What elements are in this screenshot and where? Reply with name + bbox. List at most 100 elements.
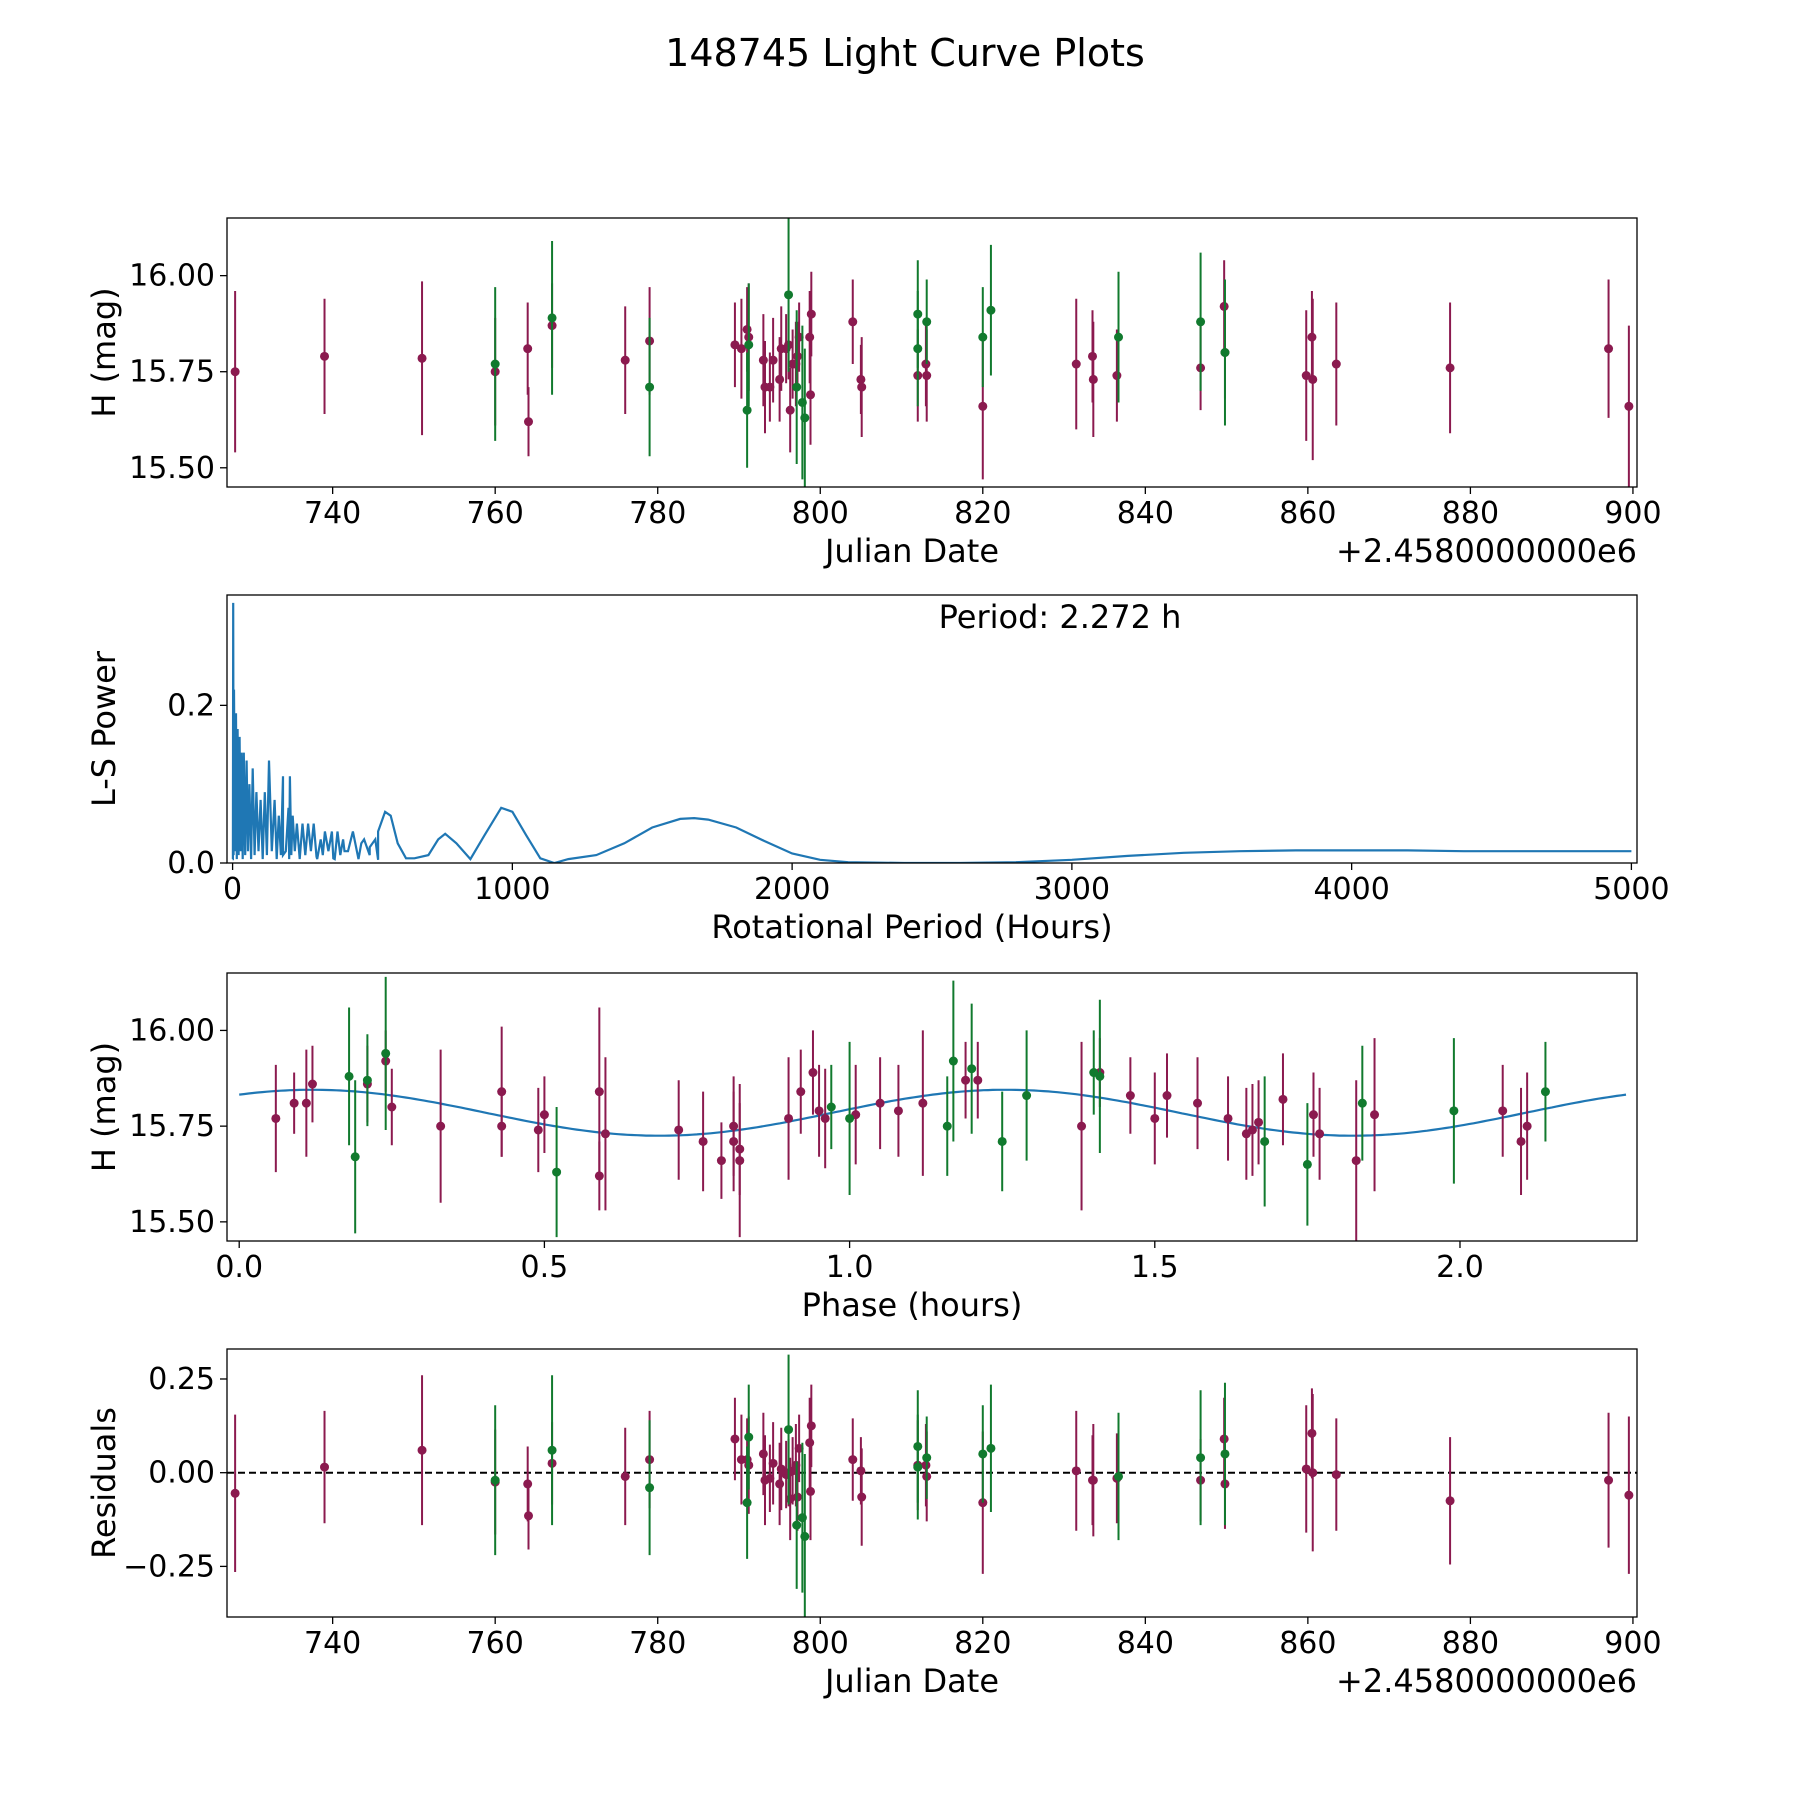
x-tick-label: 760 bbox=[467, 496, 524, 531]
x-tick-label: 0 bbox=[223, 872, 242, 907]
magenta-data-point bbox=[806, 1421, 816, 1431]
x-tick-label: 840 bbox=[1117, 1626, 1174, 1661]
green-data-point bbox=[350, 1152, 360, 1162]
periodogram-line bbox=[231, 602, 1632, 863]
magenta-data-point bbox=[1301, 371, 1311, 381]
magenta-data-point bbox=[1604, 1475, 1614, 1485]
green-data-point bbox=[362, 1075, 372, 1085]
green-data-point bbox=[1095, 1071, 1105, 1081]
magenta-data-point bbox=[716, 1156, 726, 1166]
x-tick-label: 5000 bbox=[1593, 872, 1669, 907]
magenta-data-point bbox=[765, 382, 775, 392]
x-axis-label: Phase (hours) bbox=[802, 1286, 1023, 1324]
magenta-data-point bbox=[230, 1488, 240, 1498]
green-data-point bbox=[1449, 1106, 1459, 1116]
magenta-data-point bbox=[1516, 1136, 1526, 1146]
x-tick-label: 800 bbox=[792, 496, 849, 531]
magenta-data-point bbox=[806, 309, 816, 319]
panel-phased: 0.0 0.5 1.0 1.5 2.0 15.50 15.75 16.00 Phase (hou… bbox=[85, 972, 1638, 1324]
magenta-data-point bbox=[533, 1125, 543, 1135]
magenta-data-point bbox=[730, 340, 740, 350]
magenta-data-point bbox=[820, 1113, 830, 1123]
magenta-data-point bbox=[1351, 1156, 1361, 1166]
green-data-point bbox=[1220, 348, 1230, 357]
y-tick-label: 0.00 bbox=[148, 1456, 215, 1491]
magenta-data-point bbox=[301, 1098, 311, 1108]
magenta-data-point bbox=[271, 1113, 281, 1123]
figure-title: 148745 Light Curve Plots bbox=[665, 31, 1145, 75]
magenta-data-point bbox=[289, 1098, 299, 1108]
x-tick-label: 800 bbox=[792, 1626, 849, 1661]
magenta-data-point bbox=[698, 1136, 708, 1146]
green-data-point bbox=[967, 1064, 977, 1074]
green-data-point bbox=[645, 1483, 655, 1493]
magenta-data-point bbox=[805, 332, 815, 342]
x-tick-label: 900 bbox=[1604, 1626, 1661, 1661]
axes-frame bbox=[226, 594, 1638, 864]
green-data-point bbox=[997, 1136, 1007, 1146]
magenta-data-point bbox=[736, 344, 746, 354]
magenta-data-point bbox=[730, 1434, 740, 1444]
green-data-point bbox=[845, 1113, 855, 1123]
green-data-point bbox=[1260, 1136, 1270, 1146]
plot-area bbox=[227, 1354, 1637, 1617]
magenta-data-point bbox=[1308, 1110, 1318, 1120]
magenta-data-point bbox=[307, 1079, 317, 1089]
green-data-point bbox=[344, 1071, 354, 1081]
green-data-point bbox=[645, 382, 655, 392]
magenta-data-point bbox=[320, 1462, 330, 1472]
y-tick-label: 16.00 bbox=[129, 1013, 215, 1048]
magenta-data-point bbox=[1315, 1129, 1325, 1139]
magenta-data-point bbox=[1088, 1475, 1098, 1485]
green-data-point bbox=[742, 405, 752, 415]
y-tick-label: 0.0 bbox=[167, 846, 215, 881]
x-tick-label: 820 bbox=[954, 1626, 1011, 1661]
y-tick-label: −0.25 bbox=[123, 1549, 215, 1584]
magenta-data-point bbox=[1088, 374, 1098, 384]
magenta-data-point bbox=[1254, 1117, 1264, 1127]
magenta-data-point bbox=[1112, 371, 1122, 381]
magenta-data-point bbox=[620, 355, 630, 365]
y-tick-label: 0.25 bbox=[148, 1362, 215, 1397]
green-data-point bbox=[1114, 332, 1124, 342]
green-data-point bbox=[922, 1453, 932, 1463]
magenta-data-point bbox=[918, 1098, 928, 1108]
green-data-point bbox=[784, 290, 794, 300]
x-tick-label: 740 bbox=[304, 1626, 361, 1661]
magenta-data-point bbox=[1150, 1113, 1160, 1123]
x-axis-label: Julian Date bbox=[823, 532, 999, 570]
magenta-data-point bbox=[1125, 1091, 1135, 1101]
magenta-data-point bbox=[758, 355, 768, 365]
magenta-data-point bbox=[1278, 1094, 1288, 1104]
magenta-data-point bbox=[1445, 363, 1455, 373]
magenta-data-point bbox=[785, 405, 795, 415]
y-axis-label: H (mag) bbox=[85, 287, 123, 417]
x-tick-label: 840 bbox=[1117, 496, 1174, 531]
magenta-data-point bbox=[848, 1455, 858, 1465]
magenta-data-point bbox=[875, 1098, 885, 1108]
magenta-data-point bbox=[320, 351, 330, 361]
magenta-data-point bbox=[230, 367, 240, 377]
magenta-data-point bbox=[620, 1471, 630, 1481]
green-data-point bbox=[1540, 1087, 1550, 1097]
magenta-data-point bbox=[973, 1075, 983, 1085]
magenta-data-point bbox=[674, 1125, 684, 1135]
magenta-data-point bbox=[1624, 401, 1634, 411]
x-tick-label: 860 bbox=[1279, 496, 1336, 531]
green-data-point bbox=[742, 1498, 752, 1508]
green-data-point bbox=[490, 1475, 500, 1485]
y-tick-label: 15.75 bbox=[129, 355, 215, 390]
x-tick-label: 880 bbox=[1442, 1626, 1499, 1661]
green-data-point bbox=[1022, 1091, 1032, 1101]
magenta-data-point bbox=[758, 1449, 768, 1459]
magenta-data-point bbox=[806, 1486, 816, 1496]
green-data-point bbox=[552, 1167, 562, 1177]
magenta-data-point bbox=[1522, 1121, 1532, 1131]
magenta-data-point bbox=[768, 1458, 778, 1468]
x-tick-label: 1.0 bbox=[826, 1250, 874, 1285]
magenta-data-point bbox=[922, 371, 932, 381]
green-data-point bbox=[978, 1449, 988, 1459]
magenta-data-point bbox=[775, 374, 785, 384]
magenta-data-point bbox=[742, 324, 752, 334]
green-data-point bbox=[784, 1425, 794, 1435]
